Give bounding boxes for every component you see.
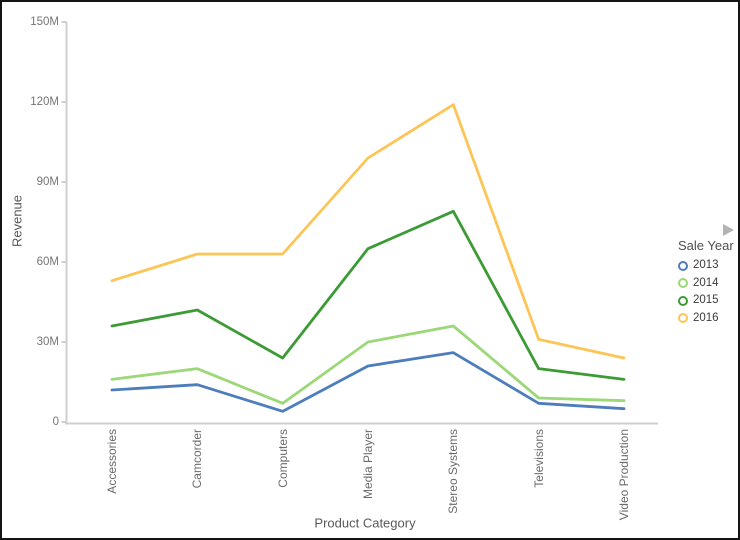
legend-item-2014[interactable]: 2014 <box>678 277 734 290</box>
legend-ring-icon <box>678 313 688 323</box>
legend-item-label: 2014 <box>693 276 719 289</box>
legend-expand-icon[interactable] <box>723 224 734 236</box>
x-category-label: Video Production <box>616 429 631 521</box>
legend-items: 2013 2014 2015 2016 <box>678 259 734 325</box>
legend-item-2016[interactable]: 2016 <box>678 312 734 325</box>
y-tick-label: 90M <box>36 176 59 188</box>
legend-ring-icon <box>678 278 688 288</box>
legend-ring-icon <box>678 295 688 306</box>
series-line-2015[interactable] <box>110 209 626 381</box>
legend-ring-icon <box>678 260 688 271</box>
x-category-label: Stereo Systems <box>446 429 461 514</box>
legend-item-2013[interactable]: 2013 <box>678 259 734 272</box>
x-category-label: Media Player <box>360 429 375 500</box>
series-line-2016[interactable] <box>110 103 626 360</box>
y-tick-label: 0 <box>52 416 59 428</box>
y-axis-title: Revenue <box>9 194 25 248</box>
series-line-2013[interactable] <box>110 351 626 413</box>
x-category-label: Accessories <box>105 429 119 494</box>
y-tick-label: 60M <box>36 256 59 268</box>
x-category-label: Televisions <box>531 429 546 488</box>
legend-item-label: 2016 <box>693 311 719 324</box>
legend-item-label: 2013 <box>693 259 719 271</box>
series-line-2014[interactable] <box>110 324 626 405</box>
x-axis-title: Product Category <box>314 515 416 531</box>
x-category-label: Camcorder <box>190 429 205 489</box>
legend-title: Sale Year <box>678 238 734 253</box>
y-tick-label: 150M <box>30 16 59 28</box>
x-category-label: Computers <box>275 429 290 488</box>
legend-item-2015[interactable]: 2015 <box>678 294 734 307</box>
y-tick-label: 30M <box>36 336 59 348</box>
legend: Sale Year 2013 2014 2015 2016 <box>678 238 734 329</box>
legend-item-label: 2015 <box>693 294 719 306</box>
y-tick-label: 120M <box>30 96 59 108</box>
